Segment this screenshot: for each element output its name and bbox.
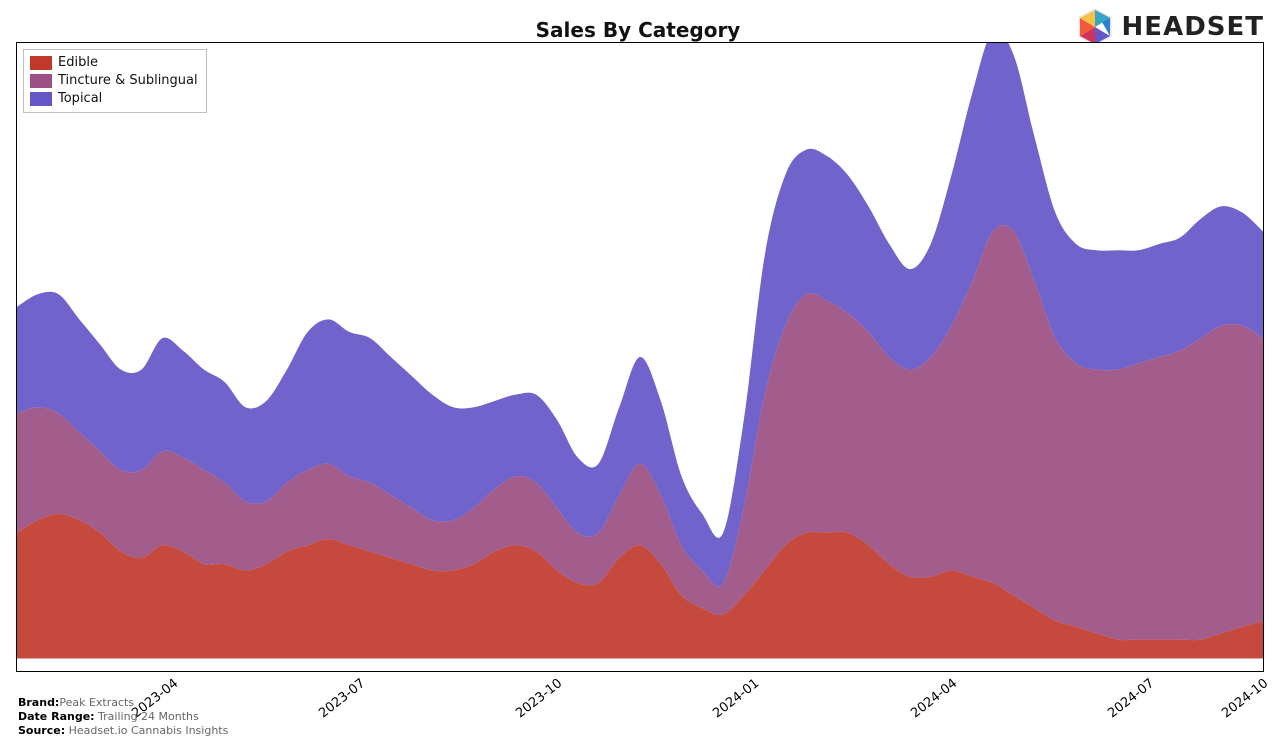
chart-plot-area: EdibleTincture & SublingualTopical xyxy=(16,42,1264,672)
footer-brand: Brand:Peak Extracts xyxy=(18,696,228,710)
footer-source: Source: Headset.io Cannabis Insights xyxy=(18,724,228,738)
chart-title: Sales By Category xyxy=(0,18,1276,42)
legend-item: Edible xyxy=(30,54,198,72)
legend-swatch xyxy=(30,92,52,106)
footer-date-range: Date Range: Trailing 24 Months xyxy=(18,710,228,724)
stacked-area-chart xyxy=(17,43,1263,671)
xtick-label: 2024-01 xyxy=(710,676,762,721)
xtick-label: 2023-07 xyxy=(316,676,368,721)
legend-item: Tincture & Sublingual xyxy=(30,72,198,90)
legend-label: Tincture & Sublingual xyxy=(58,72,198,90)
legend-swatch xyxy=(30,56,52,70)
chart-footer: Brand:Peak Extracts Date Range: Trailing… xyxy=(18,696,228,738)
legend-swatch xyxy=(30,74,52,88)
chart-legend: EdibleTincture & SublingualTopical xyxy=(23,49,207,113)
xtick-label: 2023-10 xyxy=(513,676,565,721)
legend-item: Topical xyxy=(30,90,198,108)
legend-label: Topical xyxy=(58,90,102,108)
xtick-label: 2024-10 xyxy=(1219,676,1271,721)
legend-label: Edible xyxy=(58,54,98,72)
xtick-label: 2024-07 xyxy=(1105,676,1157,721)
xtick-label: 2024-04 xyxy=(908,676,960,721)
